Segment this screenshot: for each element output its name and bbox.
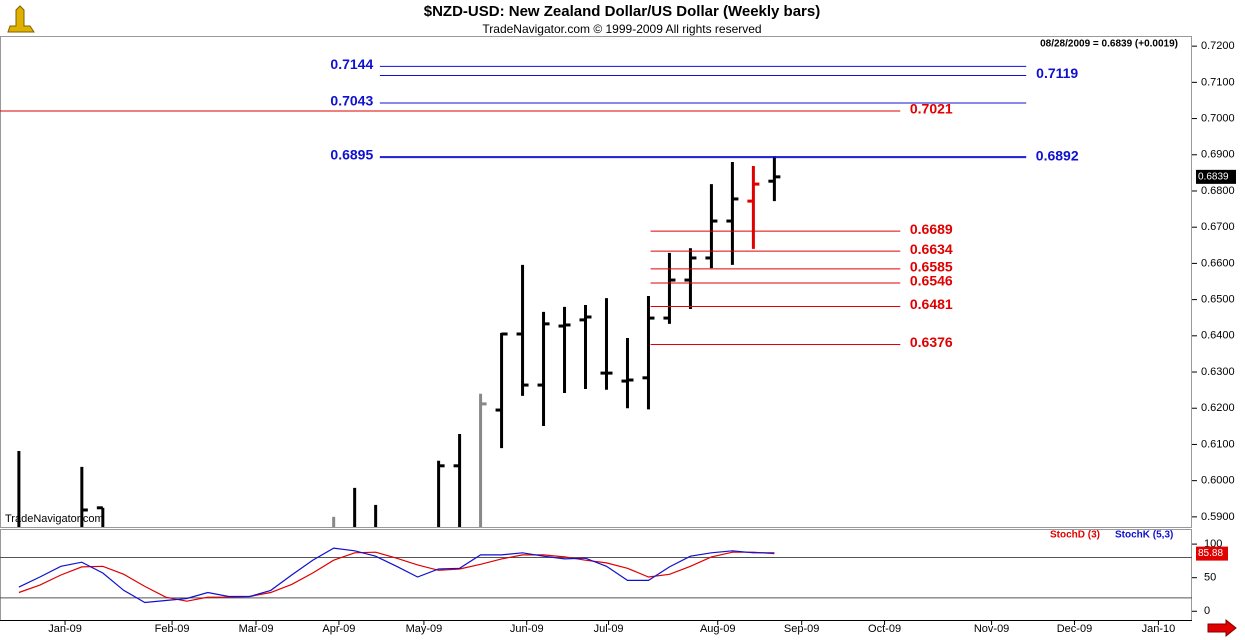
x-tick-label: Oct-09 (868, 623, 901, 635)
level-label: 0.7119 (1036, 65, 1078, 81)
last-value-label: 85.88 (1198, 548, 1223, 559)
legend-label: StochD (3) (1050, 530, 1100, 541)
y-tick-label: 0.7200 (1201, 40, 1235, 52)
level-label: 0.6689 (910, 221, 953, 237)
y-tick-label: 0.6300 (1201, 366, 1235, 378)
last-value-box (1196, 546, 1228, 561)
y-tick-label: 50 (1204, 572, 1216, 584)
y-tick-label: 0.6000 (1201, 475, 1235, 487)
level-label: 0.7021 (910, 101, 953, 117)
status-text: 08/28/2009 = 0.6839 (+0.0019) (1040, 39, 1178, 50)
y-tick-label: 0.7100 (1201, 76, 1235, 88)
level-label: 0.6481 (910, 296, 953, 312)
legend-label: StochK (5,3) (1115, 530, 1173, 541)
x-tick-label: Aug-09 (700, 623, 735, 635)
level-label: 0.6546 (910, 273, 953, 289)
x-tick-label: Jun-09 (510, 623, 544, 635)
logo-icon (7, 5, 35, 33)
y-tick-label: 0.6600 (1201, 257, 1235, 269)
chart-subtitle: TradeNavigator.com © 1999-2009 All right… (482, 22, 761, 36)
last-price-box (1196, 169, 1236, 184)
y-tick-label: 0.6700 (1201, 221, 1235, 233)
scroll-arrow[interactable] (1207, 618, 1237, 638)
y-tick-label: 0.5900 (1201, 511, 1235, 523)
y-tick-label: 0.6900 (1201, 149, 1235, 161)
x-tick-label: Mar-09 (239, 623, 274, 635)
x-tick-label: Jan-10 (1142, 623, 1176, 635)
main-plot (17, 156, 781, 527)
x-tick-label: Feb-09 (155, 623, 190, 635)
y-tick-label: 0.7000 (1201, 112, 1235, 124)
x-tick-label: Jan-09 (48, 623, 82, 635)
y-tick-label: 0.6200 (1201, 402, 1235, 414)
level-label: 0.6634 (910, 241, 953, 257)
x-tick-label: May-09 (406, 623, 443, 635)
x-tick-label: Dec-09 (1057, 623, 1092, 635)
level-label: 0.6892 (1036, 147, 1079, 163)
level-label: 0.6376 (910, 334, 953, 350)
x-tick-label: Jul-09 (594, 623, 624, 635)
x-tick-label: Nov-09 (974, 623, 1009, 635)
last-price-label: 0.6839 (1198, 171, 1229, 182)
stoch-plot (18, 547, 775, 604)
y-tick-label: 0.6500 (1201, 294, 1235, 306)
chart-title: $NZD-USD: New Zealand Dollar/US Dollar (… (424, 3, 820, 20)
level-label: 0.6895 (330, 146, 373, 162)
x-tick-label: Apr-09 (322, 623, 355, 635)
level-label: 0.7043 (330, 93, 373, 109)
y-tick-label: 0 (1204, 605, 1210, 617)
y-tick-label: 0.6100 (1201, 438, 1235, 450)
level-label: 0.7144 (330, 56, 373, 72)
stoch-line (18, 547, 775, 604)
y-tick-label: 0.6800 (1201, 185, 1235, 197)
x-tick-label: Sep-09 (784, 623, 819, 635)
level-label: 0.6585 (910, 259, 953, 275)
main-panel-frame (0, 36, 1192, 528)
y-tick-label: 0.6400 (1201, 330, 1235, 342)
stoch-line (18, 551, 775, 602)
watermark: TradeNavigator.com (5, 513, 104, 525)
